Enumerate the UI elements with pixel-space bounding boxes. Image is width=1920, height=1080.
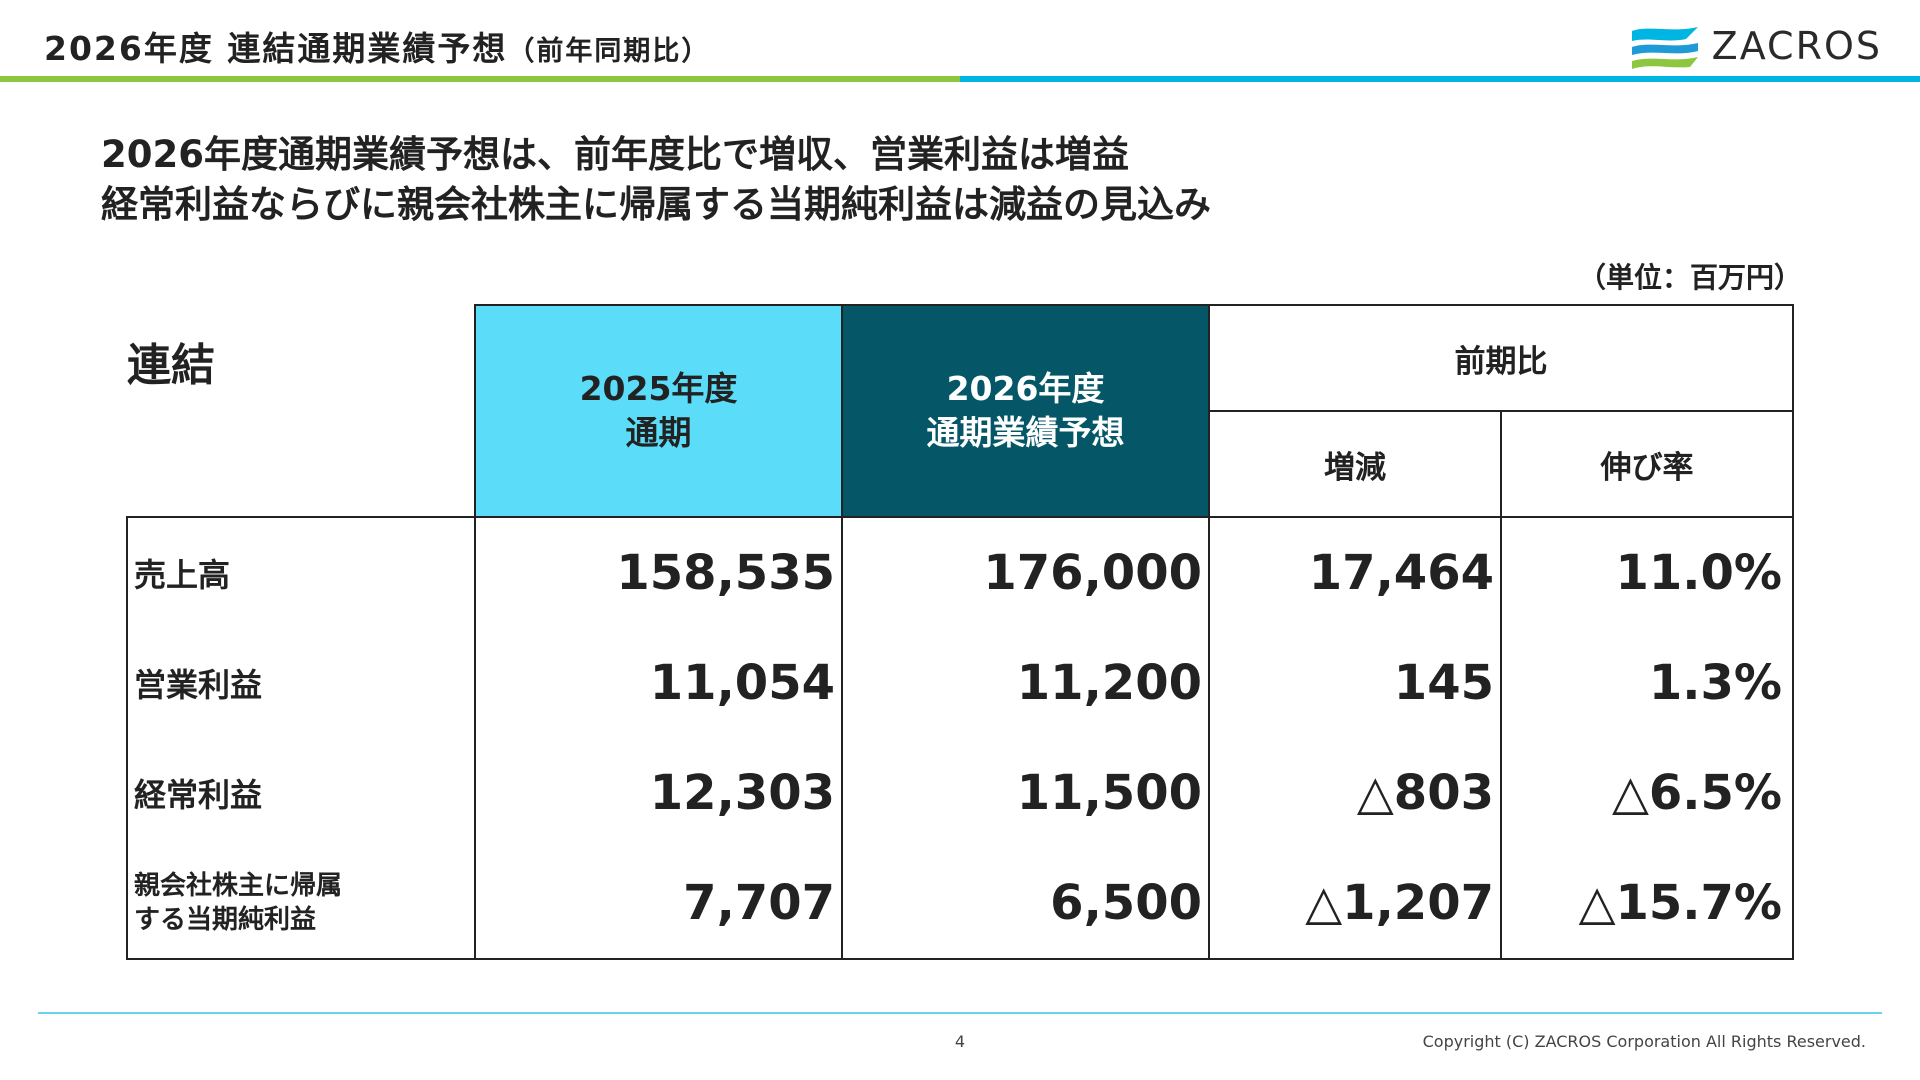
cell-rate: △6.5% <box>1500 738 1794 848</box>
cell-rate: 11.0% <box>1500 516 1794 628</box>
cell-curr: 176,000 <box>841 516 1210 628</box>
cell-prev: 7,707 <box>474 848 843 960</box>
header-prev-year: 2025年度 通期 <box>474 304 843 518</box>
header-curr-year-line1: 2026年度 <box>946 369 1105 408</box>
row-label-line1: 親会社株主に帰属 <box>134 871 343 901</box>
row-label: 親会社株主に帰属 する当期純利益 <box>126 848 476 960</box>
table-row-ordinary-profit: 経常利益 12,303 11,500 △803 △6.5% <box>126 738 1794 848</box>
header-curr-year: 2026年度 通期業績予想 <box>841 304 1210 518</box>
header-curr-year-line2: 通期業績予想 <box>926 413 1125 452</box>
header-yoy-group: 前期比 <box>1208 304 1794 412</box>
cell-rate: △15.7% <box>1500 848 1794 960</box>
table-row-operating-profit: 営業利益 11,054 11,200 145 1.3% <box>126 628 1794 738</box>
headline-line-2: 経常利益ならびに親会社株主に帰属する当期純利益は減益の見込み <box>101 183 1211 226</box>
header-prev-year-line1: 2025年度 <box>579 369 738 408</box>
table-row-net-income: 親会社株主に帰属 する当期純利益 7,707 6,500 △1,207 △15.… <box>126 848 1794 960</box>
cell-curr: 11,200 <box>841 628 1210 738</box>
cell-rate: 1.3% <box>1500 628 1794 738</box>
cell-prev: 12,303 <box>474 738 843 848</box>
row-label-line2: する当期純利益 <box>134 905 317 935</box>
header-growth-rate: 伸び率 <box>1500 410 1794 518</box>
cell-diff: △803 <box>1208 738 1502 848</box>
unit-label: （単位：百万円） <box>1577 261 1802 294</box>
cell-curr: 11,500 <box>841 738 1210 848</box>
forecast-table: 連結 2025年度 通期 2026年度 通期業績予想 前期比 増減 伸び率 売上… <box>126 304 1794 960</box>
table-corner-label: 連結 <box>127 340 215 391</box>
footer-divider <box>38 1012 1882 1014</box>
cell-prev: 158,535 <box>474 516 843 628</box>
cell-diff: 145 <box>1208 628 1502 738</box>
header-diff: 増減 <box>1208 410 1502 518</box>
logo-wordmark: ZACROS <box>1711 24 1882 68</box>
page-number: 4 <box>954 1032 966 1051</box>
row-label: 営業利益 <box>126 628 476 738</box>
copyright-notice: Copyright (C) ZACROS Corporation All Rig… <box>1422 1032 1866 1051</box>
header-bar-green <box>0 76 960 82</box>
header-bar-blue <box>960 76 1920 82</box>
table-row-sales: 売上高 158,535 176,000 17,464 11.0% <box>126 516 1794 628</box>
cell-prev: 11,054 <box>474 628 843 738</box>
header-prev-year-line2: 通期 <box>625 413 692 452</box>
cell-diff: 17,464 <box>1208 516 1502 628</box>
company-logo: ZACROS <box>1628 22 1882 70</box>
cell-diff: △1,207 <box>1208 848 1502 960</box>
headline-line-1: 2026年度通期業績予想は、前年度比で増収、営業利益は増益 <box>101 133 1129 176</box>
slide-title-text: 2026年度 連結通期業績予想 <box>44 29 508 68</box>
slide-title-subtitle: （前年同期比） <box>507 36 711 67</box>
forecast-table-wrapper: 連結 2025年度 通期 2026年度 通期業績予想 前期比 増減 伸び率 売上… <box>126 304 1794 960</box>
cell-curr: 6,500 <box>841 848 1210 960</box>
headline: 2026年度通期業績予想は、前年度比で増収、営業利益は増益 経常利益ならびに親会… <box>101 130 1211 230</box>
zacros-wave-logo-icon <box>1631 27 1698 69</box>
row-label: 売上高 <box>126 516 476 628</box>
slide-title: 2026年度 連結通期業績予想（前年同期比） <box>44 22 710 70</box>
row-label: 経常利益 <box>126 738 476 848</box>
